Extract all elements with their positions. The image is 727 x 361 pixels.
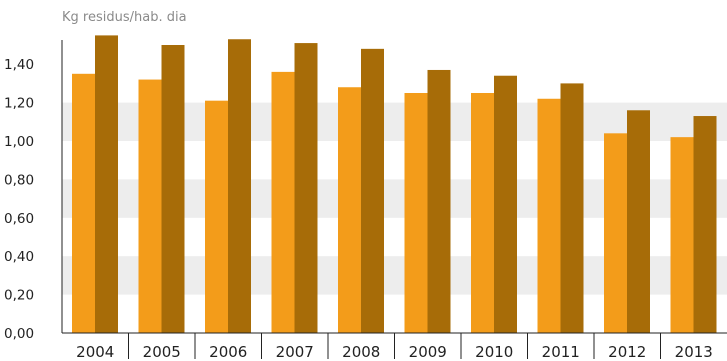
bar-series-1-2005 [138,79,162,333]
x-tick-label: 2005 [143,343,181,361]
y-tick-label: 0,00 [4,326,34,342]
x-tick-label: 2012 [608,343,646,361]
bar-series-2-2006 [228,39,251,334]
bar-series-2-2005 [161,45,185,333]
y-tick-label: 1,00 [4,134,34,150]
axes [61,40,727,359]
bar-series-2-2007 [294,43,318,334]
bar-series-2-2011 [560,83,584,334]
bar-series-2-2012 [627,110,650,333]
bar-series-1-2013 [670,137,694,333]
bar-series-2-2009 [427,69,451,334]
y-tick-label: 1,20 [4,96,34,112]
x-tick-label: 2004 [76,343,114,361]
x-tick-label: 2007 [276,343,314,361]
bar-series-1-2006 [205,100,228,334]
y-tick-label: 0,40 [4,249,34,265]
bar-series-1-2004 [72,73,95,334]
x-tick-label: 2009 [409,343,447,361]
bar-series-1-2009 [404,93,428,333]
y-tick-label: 0,80 [4,172,34,188]
bar-series-2-2013 [693,116,717,333]
x-tick-label: 2013 [675,343,713,361]
y-tick-label: 0,60 [4,211,34,227]
y-axis-label: Kg residus/hab. dia [62,10,187,25]
y-tick-label: 1,40 [4,57,34,73]
bar-series-1-2012 [604,133,627,333]
bar-series-1-2008 [338,87,361,334]
y-tick-label: 0,20 [4,288,34,304]
bar-series-1-2007 [271,71,295,333]
x-tick-label: 2010 [475,343,513,361]
bar-series-2-2010 [494,75,517,333]
bar-series-1-2010 [471,93,494,333]
bar-series-2-2004 [95,35,118,334]
x-tick-labels: 2004 2005 2006 2007 2008 2009 2010 2011 2012 2013 [76,343,713,361]
x-tick-label: 2011 [542,343,580,361]
bar-series-1-2011 [537,98,561,333]
x-tick-label: 2006 [209,343,247,361]
y-tick-labels: 0,00 0,20 0,40 0,60 0,80 1,00 1,20 1,40 [4,57,34,342]
x-tick-label: 2008 [342,343,380,361]
bars [72,35,717,334]
bar-series-2-2008 [361,48,384,334]
